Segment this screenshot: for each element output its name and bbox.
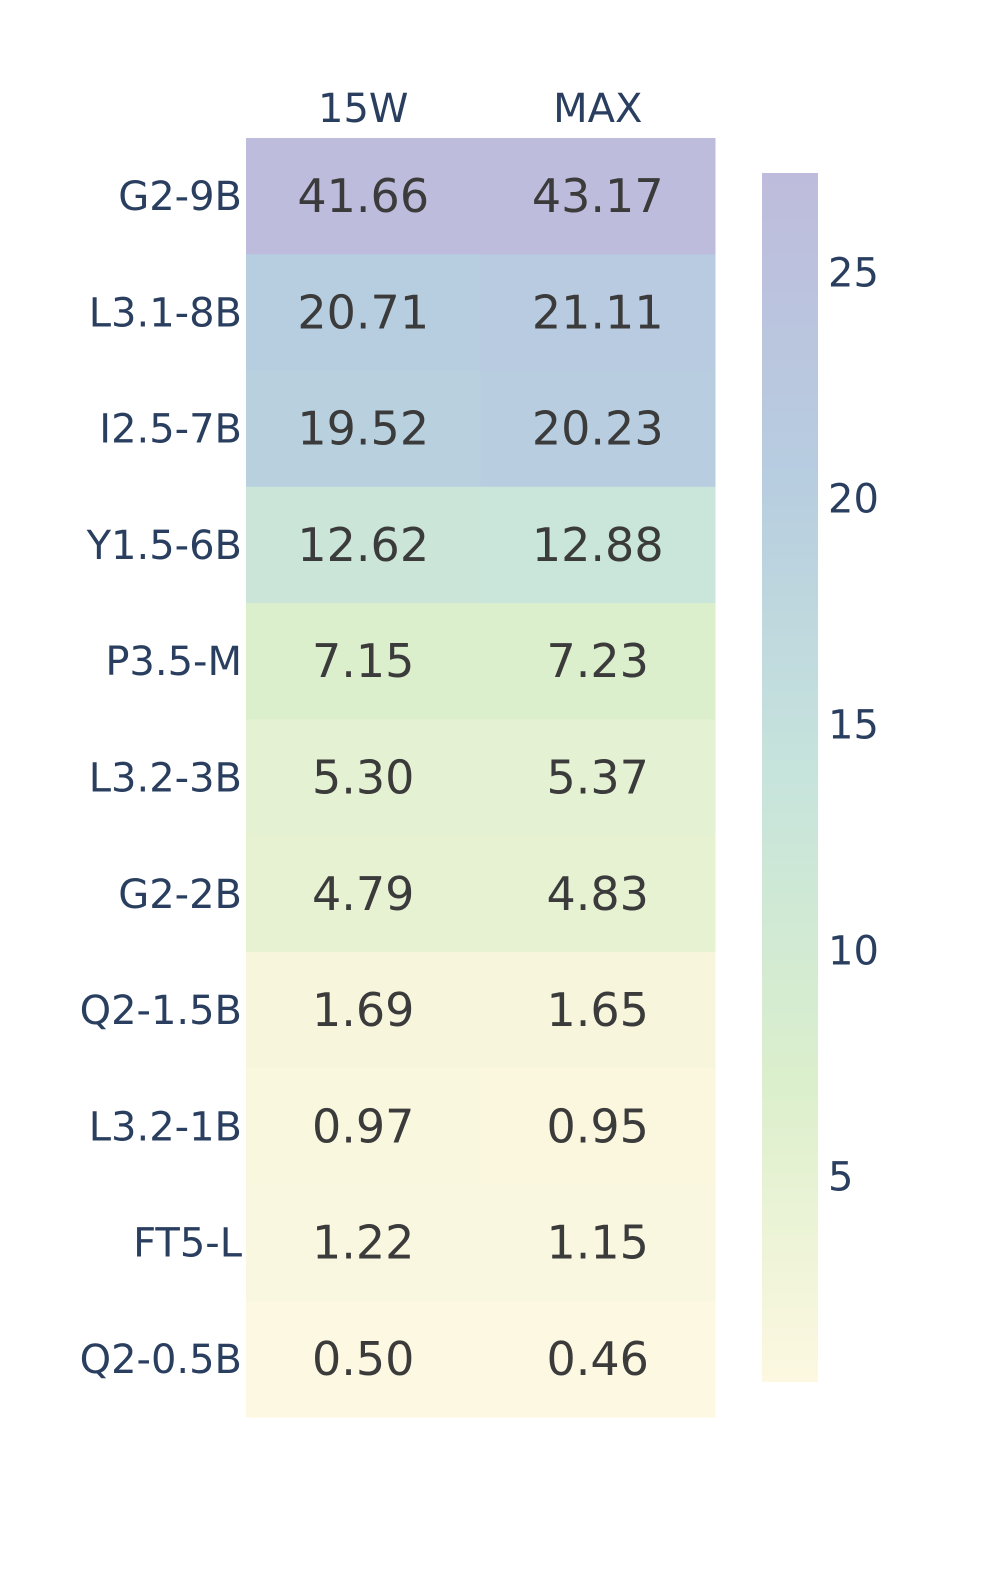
colorbar-tick-label: 10 (828, 929, 879, 975)
row-labels: G2-9B L3.1-8B I2.5-7B Y1.5-6B P3.5-M L3.2-3B G… (80, 174, 243, 1383)
cell-value-label: 4.83 (547, 867, 649, 921)
column-label: 15W (318, 86, 408, 132)
heatmap-cell (246, 1184, 481, 1302)
cell-value-label: 19.52 (297, 402, 429, 456)
cell-value-label: 41.66 (297, 169, 429, 223)
heatmap-cell (480, 1184, 716, 1302)
heatmap-cell (246, 138, 481, 255)
heatmap-cell (246, 1300, 481, 1418)
cell-value-label: 43.17 (532, 169, 664, 223)
heatmap-cell (480, 719, 716, 837)
heatmap-cell (246, 951, 481, 1069)
cell-value-label: 7.23 (547, 634, 649, 688)
heatmap-cell (246, 603, 481, 720)
heatmap-cell (480, 1068, 716, 1185)
cell-value-label: 12.62 (297, 518, 429, 572)
cell-value-label: 20.71 (297, 285, 429, 339)
cell-value-label: 21.11 (532, 285, 664, 339)
cell-value-label: 5.37 (547, 751, 649, 805)
colorbar-tick-label: 15 (828, 703, 879, 749)
heatmap-cell (480, 138, 716, 255)
cell-value-label: 7.15 (312, 634, 414, 688)
row-label: P3.5-M (105, 639, 242, 685)
colorbar-tick-label: 5 (828, 1155, 853, 1201)
cell-value-label: 1.65 (547, 983, 649, 1037)
row-label: L3.2-1B (89, 1104, 242, 1150)
heatmap-cell (246, 719, 481, 837)
colorbar: 5 10 15 20 25 (762, 173, 879, 1382)
colorbar-tick-label: 20 (828, 477, 879, 523)
heatmap-cell (246, 1068, 481, 1185)
cell-value-label: 1.22 (312, 1216, 414, 1270)
heatmap-cell (246, 254, 481, 372)
row-label: L3.2-3B (89, 756, 242, 802)
heatmap-cell (480, 951, 716, 1069)
cell-value-label: 1.69 (312, 983, 414, 1037)
heatmap-cell (246, 486, 481, 604)
cell-value-label: 12.88 (532, 518, 664, 572)
cell-value-label: 4.79 (312, 867, 414, 921)
heatmap-cell (480, 486, 716, 604)
row-label: FT5-L (133, 1221, 243, 1267)
column-label: MAX (553, 86, 642, 132)
colorbar-gradient (762, 173, 818, 1382)
row-label: G2-2B (118, 872, 242, 918)
row-label: Y1.5-6B (86, 523, 242, 569)
heatmap-cell (480, 835, 716, 953)
cell-value-label: 1.15 (547, 1216, 649, 1270)
heatmap-cell (480, 370, 716, 488)
cell-value-label: 5.30 (312, 751, 414, 805)
heatmap-cell (480, 603, 716, 720)
heatmap-cell (246, 370, 481, 488)
column-labels: 15W MAX (318, 86, 642, 132)
heatmap-cell (246, 835, 481, 953)
row-label: Q2-0.5B (80, 1337, 242, 1383)
cell-value-label: 0.95 (547, 1099, 649, 1153)
row-label: G2-9B (118, 174, 242, 220)
row-label: L3.1-8B (89, 290, 242, 336)
row-label: Q2-1.5B (80, 988, 242, 1034)
cell-value-label: 0.46 (547, 1332, 649, 1386)
row-label: I2.5-7B (99, 407, 242, 453)
cell-value-label: 20.23 (532, 402, 664, 456)
cell-value-label: 0.97 (312, 1099, 414, 1153)
colorbar-tick-label: 25 (828, 250, 879, 296)
heatmap-cells: 41.66 43.17 20.71 21.11 19.52 20.23 12.62 12.88… (246, 138, 716, 1418)
heatmap-cell (480, 254, 716, 372)
cell-value-label: 0.50 (312, 1332, 414, 1386)
heatmap-cell (480, 1300, 716, 1418)
